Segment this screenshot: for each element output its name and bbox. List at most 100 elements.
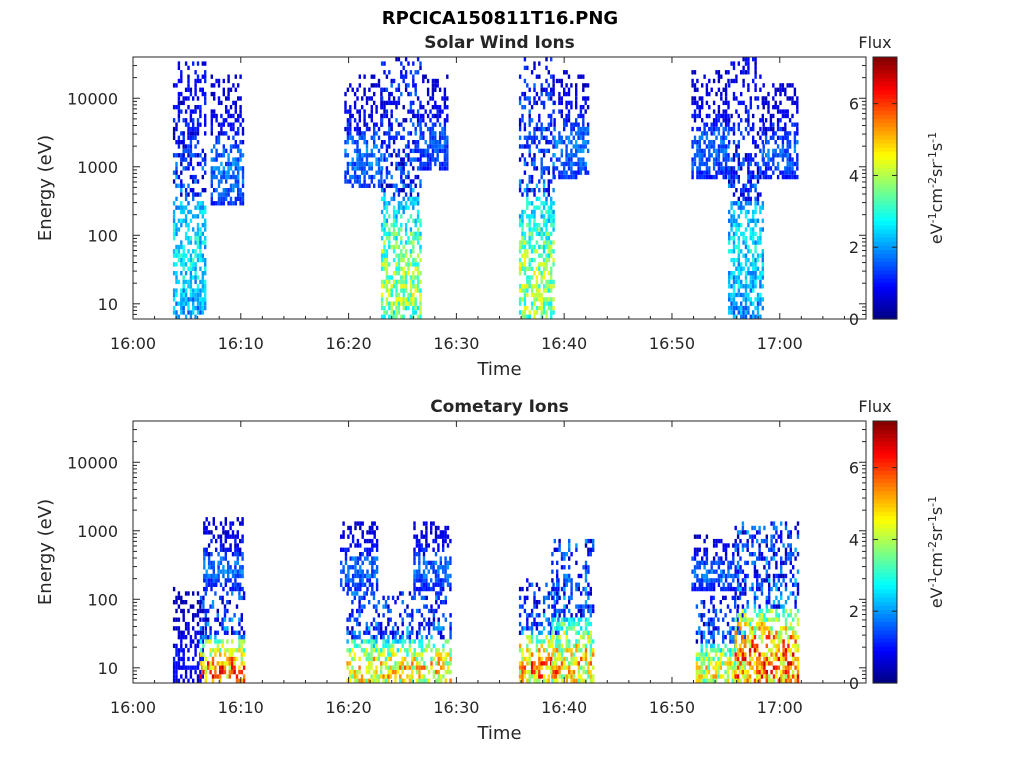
spectrogram-cell bbox=[728, 118, 731, 123]
spectrogram-cell bbox=[756, 236, 760, 241]
spectrogram-cell bbox=[710, 586, 713, 592]
spectrogram-cell bbox=[737, 196, 740, 202]
spectrogram-cell bbox=[434, 144, 437, 149]
spectrogram-cell bbox=[572, 153, 575, 158]
spectrogram-cell bbox=[438, 109, 442, 114]
spectrogram-cell bbox=[767, 105, 770, 110]
spectrogram-cell bbox=[558, 648, 561, 653]
spectrogram-cell bbox=[194, 262, 197, 267]
spectrogram-cell bbox=[735, 244, 738, 250]
spectrogram-cell bbox=[430, 621, 433, 627]
spectrogram-cell bbox=[540, 135, 543, 140]
spectrogram-cell bbox=[196, 61, 200, 66]
spectrogram-cell bbox=[397, 301, 401, 306]
spectrogram-cell bbox=[187, 144, 190, 149]
spectrogram-cell bbox=[703, 547, 706, 552]
spectrogram-cell bbox=[413, 656, 416, 662]
spectrogram-cell bbox=[215, 148, 218, 154]
spectrogram-cell bbox=[545, 279, 548, 285]
spectrogram-cell bbox=[414, 87, 417, 92]
spectrogram-cell bbox=[371, 560, 374, 566]
spectrogram-cell bbox=[363, 573, 367, 579]
spectrogram-cell bbox=[204, 161, 207, 167]
spectrogram-cell bbox=[177, 595, 181, 601]
spectrogram-cell bbox=[189, 131, 193, 136]
spectrogram-cell bbox=[764, 166, 768, 171]
spectrogram-cell bbox=[538, 305, 541, 311]
spectrogram-cell bbox=[538, 292, 541, 298]
spectrogram-cell bbox=[385, 148, 389, 154]
spectrogram-cell bbox=[373, 122, 376, 127]
spectrogram-cell bbox=[570, 105, 573, 110]
spectrogram-cell bbox=[533, 669, 536, 675]
spectrogram-cell bbox=[390, 310, 393, 315]
spectrogram-cell bbox=[553, 591, 556, 596]
spectrogram-cell bbox=[427, 678, 431, 683]
spectrogram-cell bbox=[589, 552, 592, 557]
spectrogram-cell bbox=[390, 305, 393, 311]
spectrogram-cell bbox=[727, 565, 730, 570]
spectrogram-cell bbox=[409, 227, 413, 232]
colorbar-segment bbox=[873, 286, 897, 291]
spectrogram-cell bbox=[553, 166, 556, 171]
spectrogram-cell bbox=[551, 569, 554, 574]
spectrogram-cell bbox=[781, 174, 785, 180]
spectrogram-cell bbox=[400, 275, 403, 280]
spectrogram-cell bbox=[210, 131, 213, 136]
spectrogram-cell bbox=[703, 578, 706, 583]
spectrogram-cell bbox=[698, 157, 701, 162]
spectrogram-cell bbox=[353, 639, 356, 644]
spectrogram-cell bbox=[696, 578, 699, 583]
spectrogram-cell bbox=[732, 153, 736, 158]
spectrogram-cell bbox=[199, 301, 202, 306]
spectrogram-cell bbox=[348, 648, 352, 653]
spectrogram-cell bbox=[708, 113, 711, 119]
spectrogram-cell bbox=[444, 617, 447, 622]
spectrogram-cell bbox=[189, 157, 193, 162]
spectrogram-cell bbox=[582, 157, 585, 162]
spectrogram-cell bbox=[575, 153, 578, 158]
spectrogram-cell bbox=[377, 161, 381, 167]
spectrogram-cell bbox=[535, 91, 539, 97]
spectrogram-cell bbox=[413, 560, 416, 566]
spectrogram-cell bbox=[542, 678, 546, 683]
spectrogram-cell bbox=[349, 179, 352, 184]
spectrogram-cell bbox=[240, 617, 243, 622]
spectrogram-cell bbox=[744, 118, 748, 123]
spectrogram-cell bbox=[439, 582, 442, 587]
spectrogram-cell bbox=[776, 105, 780, 110]
spectrogram-cell bbox=[365, 100, 369, 106]
spectrogram-cell bbox=[535, 600, 539, 605]
spectrogram-cell bbox=[394, 635, 397, 640]
spectrogram-cell bbox=[701, 560, 704, 566]
spectrogram-cell bbox=[575, 661, 578, 666]
spectrogram-cell bbox=[196, 231, 200, 237]
spectrogram-cell bbox=[233, 665, 236, 670]
spectrogram-cell bbox=[568, 538, 571, 544]
spectrogram-cell bbox=[526, 656, 529, 662]
spectrogram-cell bbox=[404, 222, 408, 228]
spectrogram-cell bbox=[196, 227, 200, 232]
spectrogram-cell bbox=[720, 122, 723, 127]
spectrogram-cell bbox=[542, 166, 546, 171]
spectrogram-cell bbox=[526, 96, 529, 101]
spectrogram-cell bbox=[199, 608, 202, 614]
spectrogram-cell bbox=[402, 279, 405, 285]
spectrogram-cell bbox=[210, 166, 213, 171]
spectrogram-cell bbox=[187, 626, 190, 631]
spectrogram-cell bbox=[442, 543, 445, 548]
spectrogram-cell bbox=[540, 643, 543, 649]
spectrogram-cell bbox=[416, 271, 420, 276]
spectrogram-cell bbox=[744, 314, 748, 319]
spectrogram-cell bbox=[565, 113, 568, 119]
spectrogram-cell bbox=[363, 87, 366, 92]
spectrogram-cell bbox=[715, 560, 718, 566]
spectrogram-cell bbox=[762, 131, 765, 136]
spectrogram-cell bbox=[194, 153, 197, 158]
spectrogram-cell bbox=[209, 635, 212, 640]
spectrogram-cell bbox=[437, 569, 440, 574]
spectrogram-cell bbox=[394, 665, 397, 670]
spectrogram-cell bbox=[375, 131, 378, 136]
spectrogram-cell bbox=[560, 100, 563, 106]
spectrogram-cell bbox=[526, 578, 529, 583]
